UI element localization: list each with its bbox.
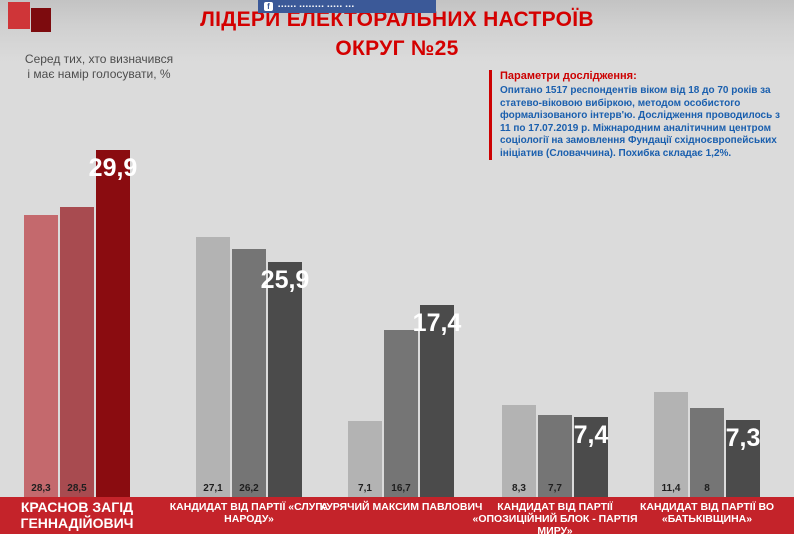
bar-value-label: 27,1 [203,483,223,494]
category-label: КАНДИДАТ ВІД ПАРТІЇ «ОПОЗИЦІЙНИЙ БЛОК - … [472,501,638,534]
bar-current: 7,4 [574,417,608,497]
bar-value-label: 28,3 [31,483,51,494]
bar-wave2: 28,5 [60,207,94,497]
facebook-badge[interactable]: f ▪▪▪▪▪▪ ▪▪▪▪▪▪▪▪ ▪▪▪▪▪ ▪▪▪ [258,0,436,13]
bar-group-kuriachyi: 7,1 16,7 17,4 [348,305,461,497]
bar-group-krasnov: 28,3 28,5 29,9 [24,150,137,497]
subtitle-line-1: Серед тих, хто визначився [24,52,174,66]
bar-value-label: 8 [704,483,710,494]
title-line-1: ЛІДЕРИ ЕЛЕКТОРАЛЬНИХ НАСТРОЇВ [200,8,594,31]
logo-light-bar [8,2,30,29]
bar-current-value: 29,9 [88,154,138,182]
bar-current-value: 7,4 [573,421,609,449]
bar-group-sluha-narodu: 27,1 26,2 25,9 [196,237,309,497]
bar-value-label: 26,2 [239,483,259,494]
bar-value-label: 7,1 [358,483,372,494]
category-axis-band: КРАСНОВ ЗАГІД ГЕННАДІЙОВИЧ КАНДИДАТ ВІД … [0,497,794,534]
bar-current: 25,9 [261,262,309,497]
bar-group-batkivshchyna: 11,4 8 7,3 [654,392,760,497]
bar-group-opoblok: 8,3 7,7 7,4 [502,405,608,497]
bar-wave1: 28,3 [24,215,58,497]
bar-wave1: 11,4 [654,392,688,497]
research-parameters-box: Параметри дослідження: Опитано 1517 респ… [489,70,785,160]
category-label: КУРЯЧИЙ МАКСИМ ПАВЛОВИЧ [319,501,483,513]
bar-wave1: 8,3 [502,405,536,497]
bar-current-value: 7,3 [725,424,761,452]
research-parameters-heading: Параметри дослідження: [500,70,637,82]
page-title: ЛІДЕРИ ЕЛЕКТОРАЛЬНИХ НАСТРОЇВ ОКРУГ №25 [0,5,794,63]
bar-value-label: 8,3 [512,483,526,494]
category-label: КАНДИДАТ ВІД ПАРТІЇ ВО «БАТЬКІВЩИНА» [640,501,774,525]
category-label: КРАСНОВ ЗАГІД ГЕННАДІЙОВИЧ [20,499,134,531]
bar-value-label: 7,7 [548,483,562,494]
logo-dark-bar [31,8,51,32]
bar-value-label: 16,7 [391,483,411,494]
badge-text: ▪▪▪▪▪▪ ▪▪▪▪▪▪▪▪ ▪▪▪▪▪ ▪▪▪ [278,3,355,10]
bar-value-label: 28,5 [67,483,87,494]
bar-value-label: 11,4 [661,483,681,494]
bar-current: 7,3 [726,420,760,497]
bar-current-value: 25,9 [260,266,310,294]
bar-wave2: 26,2 [232,249,266,497]
logo-flag-icon [8,2,62,34]
bar-wave2: 16,7 [384,330,418,497]
bar-current: 17,4 [413,305,461,497]
bar-wave1: 7,1 [348,421,382,497]
chart-subtitle: Серед тих, хто визначився і має намір го… [8,52,190,82]
bar-wave1: 27,1 [196,237,230,497]
bar-current: 29,9 [89,150,137,497]
bar-wave2: 8 [690,408,724,497]
subtitle-line-2: і має намір голосувати, % [27,67,171,81]
category-label: КАНДИДАТ ВІД ПАРТІЇ «СЛУГА НАРОДУ» [169,501,329,525]
facebook-icon: f [264,2,273,11]
bar-current-value: 17,4 [412,309,462,337]
title-line-2: ОКРУГ №25 [335,37,459,60]
bar-wave2: 7,7 [538,415,572,497]
research-parameters-body: Опитано 1517 респондентів віком від 18 д… [500,85,781,159]
